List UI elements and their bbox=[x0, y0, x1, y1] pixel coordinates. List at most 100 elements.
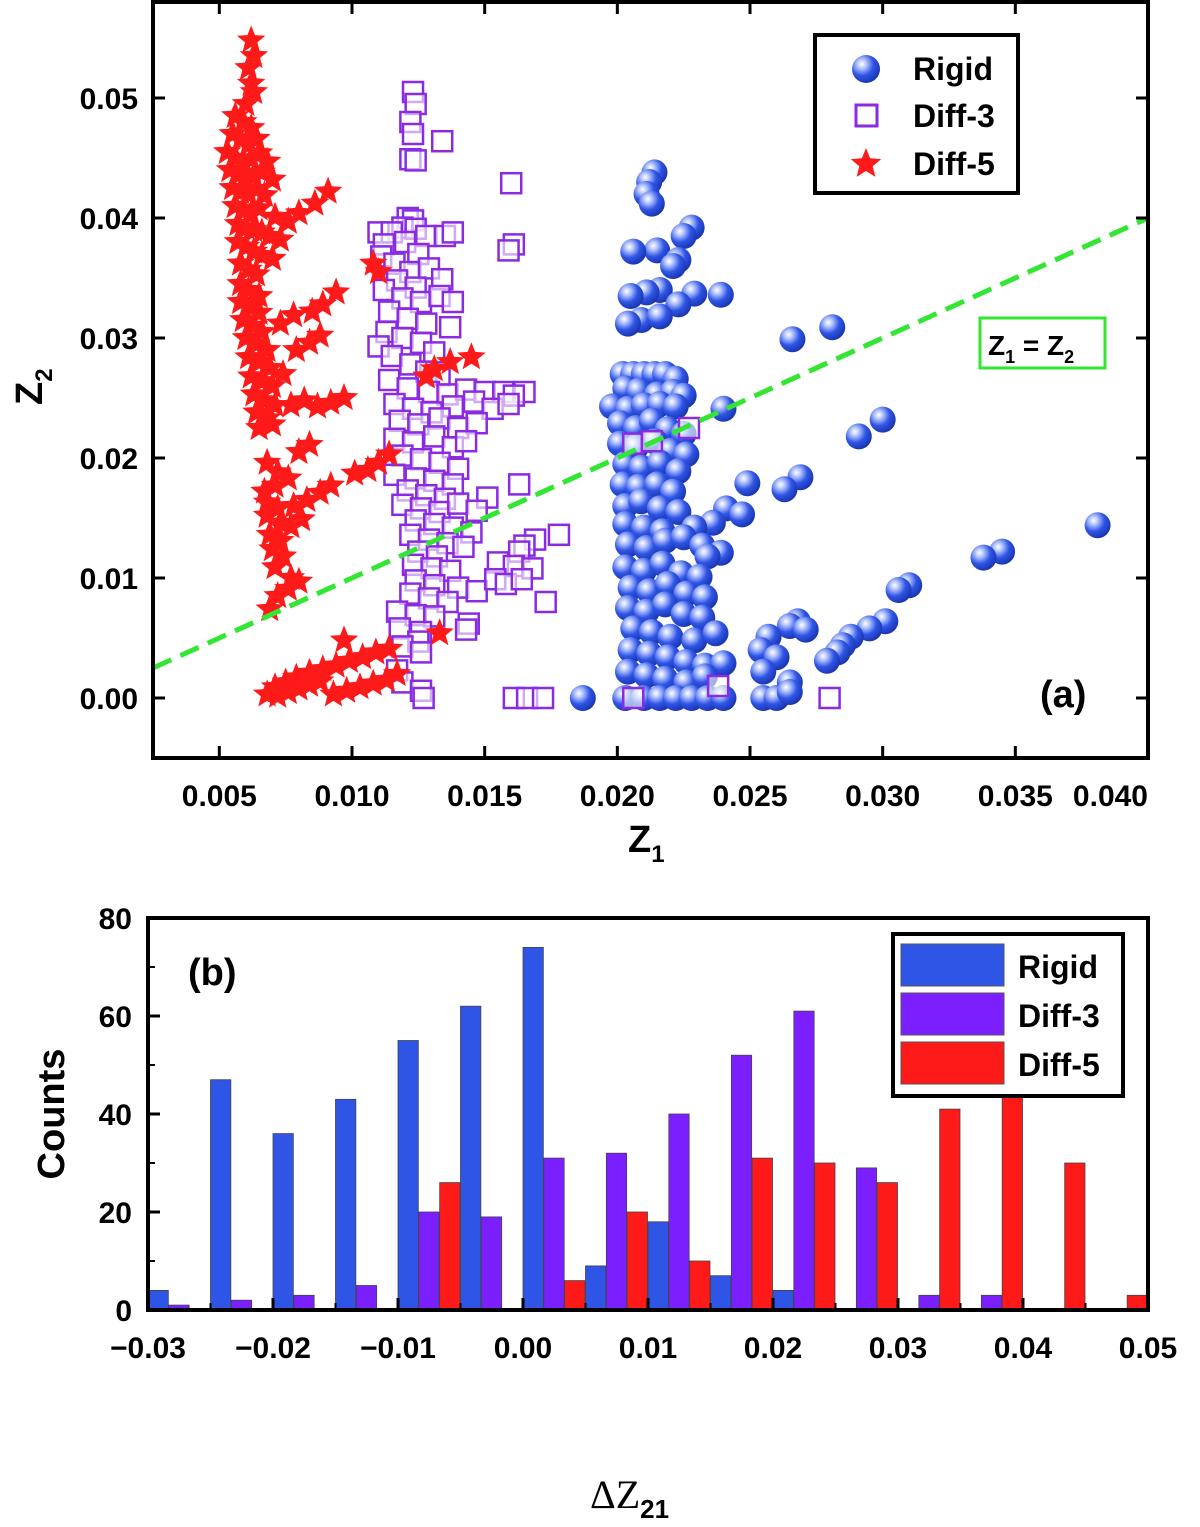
diagonal-label-box bbox=[978, 316, 1107, 370]
diff-5-point bbox=[244, 281, 274, 309]
diff-5-bar bbox=[876, 1182, 898, 1311]
rigid-bar bbox=[585, 1265, 607, 1311]
diff-5-point bbox=[319, 679, 348, 707]
diff-5-point bbox=[282, 662, 311, 690]
x-tick-label: 0.015 bbox=[447, 780, 522, 813]
diff-3-point bbox=[462, 390, 486, 413]
diff-5-point bbox=[242, 397, 271, 425]
y-tick-label: 20 bbox=[99, 1197, 132, 1230]
y-tick-label: 0.03 bbox=[80, 323, 138, 356]
diff-5-point bbox=[252, 447, 282, 475]
rigid-point bbox=[771, 476, 798, 503]
diff-3-bar bbox=[918, 1294, 940, 1311]
diff-5-point bbox=[247, 317, 277, 345]
diff-5-point bbox=[295, 327, 324, 355]
diff-5-point bbox=[234, 254, 263, 282]
diagonal-label: Z1 = Z2 bbox=[988, 330, 1074, 367]
diff-5-point bbox=[295, 669, 324, 697]
diff-3-bar bbox=[293, 1294, 315, 1311]
legend-swatch-label-diff-5: Diff-5 bbox=[1018, 1047, 1100, 1083]
diff-5-point bbox=[284, 566, 314, 594]
scatter-x-axis-label: Z1 bbox=[628, 819, 665, 868]
rigid-bar bbox=[460, 1005, 482, 1311]
diff-5-point bbox=[263, 493, 292, 521]
diff-5-point bbox=[252, 500, 282, 528]
y-tick-label: 0.04 bbox=[80, 203, 139, 236]
diff-3-bar bbox=[605, 1152, 628, 1311]
diff-5-point bbox=[228, 107, 258, 135]
rigid-point bbox=[1084, 512, 1111, 539]
rigid-point bbox=[845, 423, 872, 450]
diff-3-point bbox=[415, 312, 438, 335]
x-tick-label: 0.035 bbox=[978, 780, 1053, 813]
rigid-point bbox=[694, 543, 721, 570]
diff-3-bar bbox=[480, 1216, 503, 1311]
diff-5-point bbox=[329, 625, 359, 653]
diff-3-point bbox=[377, 300, 401, 323]
diff-5-point bbox=[242, 123, 271, 151]
panel-label-b: (b) bbox=[188, 952, 237, 994]
diff-5-bar bbox=[439, 1182, 461, 1311]
diff-5-point bbox=[244, 413, 274, 441]
diff-5-point bbox=[359, 668, 388, 696]
diff-3-point bbox=[430, 129, 454, 153]
diff-5-point bbox=[420, 354, 449, 382]
diff-5-point bbox=[242, 174, 271, 202]
y-tick-label: 60 bbox=[99, 1001, 132, 1034]
x-tick-label: 0.05 bbox=[1119, 1332, 1177, 1365]
x-tick-label: 0.01 bbox=[619, 1332, 677, 1365]
diff-5-point bbox=[284, 673, 314, 701]
legend-label-diff-3: Diff-3 bbox=[913, 98, 995, 134]
diff-5-point bbox=[260, 390, 290, 418]
diff-5-point bbox=[382, 659, 412, 687]
diff-5-point bbox=[255, 353, 284, 381]
diff-5-bar bbox=[751, 1157, 773, 1311]
diff-5-point bbox=[213, 137, 242, 165]
diff-5-point bbox=[239, 379, 269, 407]
diff-5-point bbox=[266, 507, 295, 535]
diff-3-point bbox=[401, 122, 425, 146]
rigid-bar bbox=[522, 947, 544, 1311]
diff-3-point bbox=[622, 686, 645, 710]
diff-5-point bbox=[263, 581, 292, 609]
diff-5-point bbox=[364, 257, 393, 285]
diff-5-point bbox=[372, 665, 401, 693]
diff-5-point bbox=[247, 217, 277, 245]
x-tick-label: 0.03 bbox=[869, 1332, 927, 1365]
diff-5-point bbox=[274, 677, 303, 705]
diff-5-point bbox=[218, 173, 247, 201]
diff-5-point bbox=[374, 633, 404, 661]
rigid-point bbox=[638, 190, 665, 217]
rigid-bar bbox=[147, 1290, 169, 1311]
diff-5-point bbox=[258, 371, 287, 399]
diff-5-point bbox=[353, 455, 383, 483]
diff-3-point bbox=[818, 686, 841, 710]
diff-5-point bbox=[359, 248, 388, 276]
rigid-point bbox=[729, 501, 756, 528]
diff-5-point bbox=[231, 89, 261, 117]
diff-5-point bbox=[231, 323, 261, 351]
legend-marker-diff-3 bbox=[854, 103, 879, 128]
panel-label-a: (a) bbox=[1040, 674, 1086, 716]
diff-5-point bbox=[242, 329, 271, 357]
diff-5-point bbox=[260, 672, 290, 700]
diff-3-point bbox=[409, 447, 433, 471]
diagonal-line bbox=[153, 215, 1148, 671]
diff-5-point bbox=[274, 573, 303, 601]
diff-5-point bbox=[226, 269, 255, 297]
diff-5-point bbox=[239, 311, 269, 339]
histogram-legend: Rigid Diff-3 Diff-5 bbox=[891, 932, 1125, 1098]
diff-3-point bbox=[534, 590, 557, 614]
diff-5-point bbox=[260, 201, 290, 229]
diff-3-point bbox=[465, 579, 488, 603]
histogram-x-axis-label: ΔZ21 bbox=[590, 1472, 669, 1524]
diff-5-point bbox=[457, 342, 486, 370]
legend-marker-diff-5 bbox=[850, 148, 882, 177]
legend-swatch-label-rigid: Rigid bbox=[1018, 949, 1098, 985]
y-tick-label: 0.00 bbox=[80, 683, 138, 716]
x-tick-label: 0.040 bbox=[1073, 780, 1148, 813]
diff-5-point bbox=[226, 125, 255, 153]
diff-3-point bbox=[531, 686, 555, 710]
diff-5-point bbox=[305, 477, 335, 505]
